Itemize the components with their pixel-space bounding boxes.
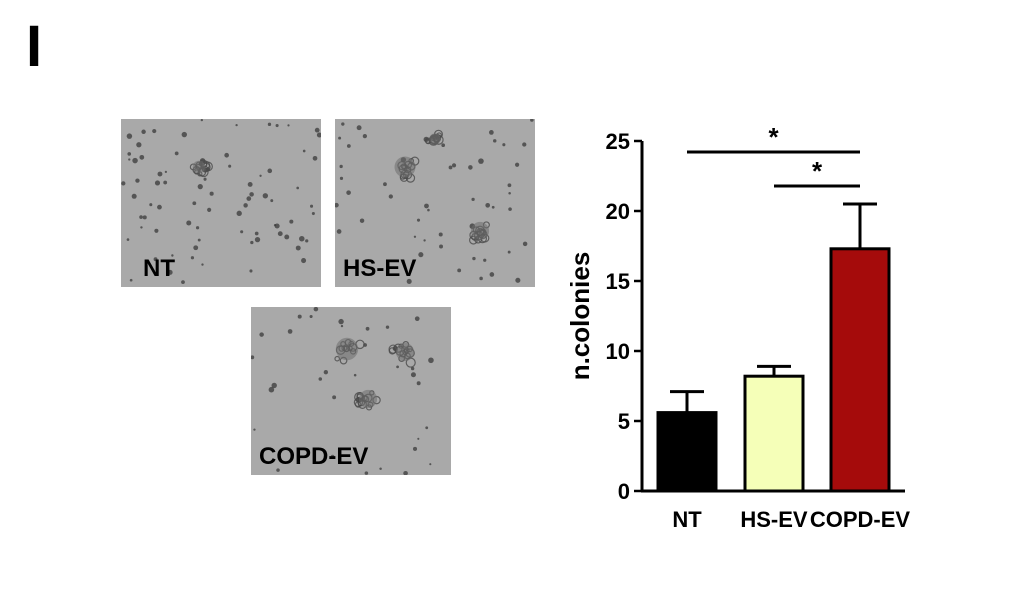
significance-star: *: [812, 156, 823, 186]
x-tick-label: HS-EV: [740, 507, 808, 532]
x-tick-label: NT: [672, 507, 702, 532]
micrograph-texture: [251, 307, 434, 475]
y-tick-label: 5: [618, 409, 630, 434]
micrograph-label-nt: NT: [143, 255, 175, 282]
bar: [743, 374, 805, 493]
micrograph-nt: NT: [121, 119, 321, 287]
y-tick-label: 10: [606, 339, 630, 364]
bar: [829, 247, 891, 493]
micrograph-hs-ev: HS-EV: [335, 119, 535, 287]
bar: [656, 411, 718, 493]
y-tick-label: 25: [606, 129, 630, 154]
significance-star: *: [768, 122, 779, 152]
y-tick-label: 20: [606, 199, 630, 224]
y-tick-label: 0: [618, 479, 630, 504]
micrograph-texture: [121, 119, 321, 285]
y-axis-label: n.colonies: [565, 252, 595, 381]
micrograph-copd-ev: COPD-EV: [251, 307, 451, 475]
micrograph-label-hs-ev: HS-EV: [343, 255, 417, 282]
x-tick-label: COPD-EV: [810, 507, 911, 532]
panel-letter: I: [26, 14, 43, 79]
micrograph-texture: [335, 119, 534, 284]
y-tick-label: 15: [606, 269, 630, 294]
micrograph-label-copd-ev: COPD-EV: [259, 443, 369, 470]
